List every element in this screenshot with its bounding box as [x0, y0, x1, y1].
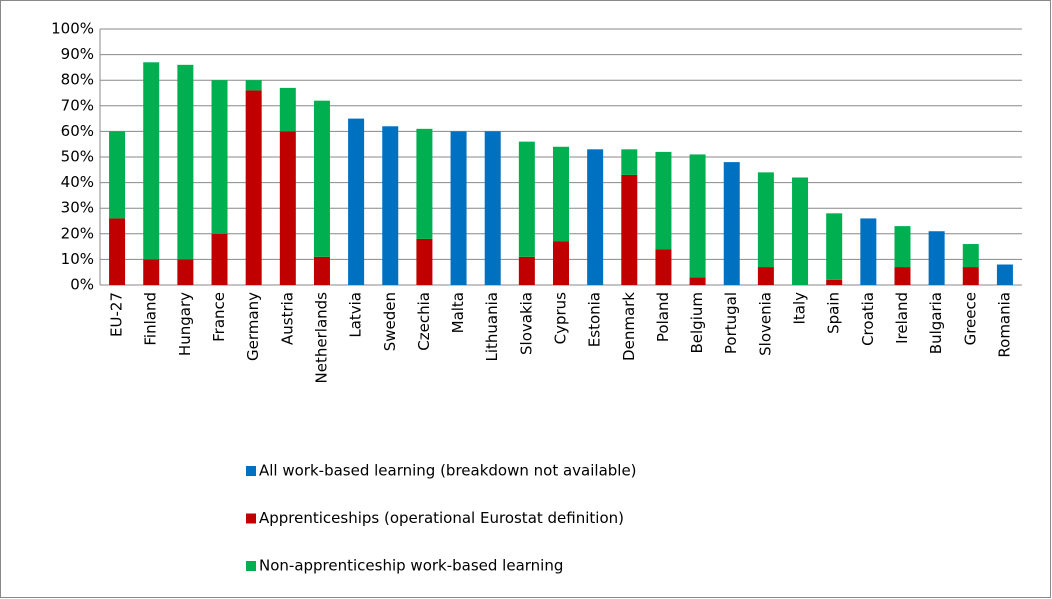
bar-segment: [655, 151, 672, 250]
x-tick-label: EU-27: [108, 292, 126, 337]
legend-label: Non-apprenticeship work-based learning: [259, 557, 563, 575]
bar-segment: [894, 267, 911, 285]
bar-segment: [348, 118, 365, 285]
legend-swatch: [246, 466, 256, 476]
bar-segment: [382, 126, 399, 285]
x-tick-label: Slovenia: [756, 292, 774, 356]
bar-segment: [928, 231, 945, 285]
x-tick-label: Finland: [142, 292, 160, 346]
bar-segment: [587, 149, 604, 285]
x-tick-label: Germany: [244, 292, 262, 361]
x-tick-label: Denmark: [620, 292, 638, 361]
x-tick-label: Sweden: [381, 292, 399, 351]
bar-segment: [245, 80, 262, 91]
bar-segment: [621, 149, 638, 175]
x-tick-label: Slovakia: [517, 292, 535, 355]
bar-segment: [962, 267, 979, 285]
bar-segment: [860, 218, 877, 285]
bar-segment: [313, 256, 330, 285]
bar-segment: [757, 267, 774, 285]
x-tick-label: Latvia: [347, 292, 365, 338]
y-tick-label: 90%: [61, 45, 94, 63]
bar-segment: [109, 131, 126, 219]
x-tick-label: Austria: [278, 292, 296, 345]
x-tick-label: Netherlands: [312, 292, 330, 384]
bar-segment: [518, 141, 535, 257]
legend-label: All work-based learning (breakdown not a…: [259, 462, 637, 480]
bar-segment: [689, 277, 706, 285]
bar-segment: [211, 80, 228, 234]
x-tick-label: Portugal: [722, 292, 740, 354]
y-tick-label: 60%: [61, 122, 94, 140]
x-tick-label: Hungary: [176, 292, 194, 356]
x-tick-label: Czechia: [415, 292, 433, 351]
bar-segment: [143, 259, 160, 285]
legend-swatch: [246, 561, 256, 571]
bar-segment: [962, 244, 979, 268]
bar-segment: [484, 131, 501, 285]
bar-segment: [279, 131, 296, 285]
bar-segment: [826, 279, 843, 285]
y-tick-label: 40%: [61, 173, 94, 191]
bar-segment: [689, 154, 706, 278]
bar-segment: [279, 87, 296, 132]
bar-segment: [553, 241, 569, 285]
y-tick-label: 70%: [61, 96, 94, 114]
bar-segment: [211, 233, 228, 285]
bar-segment: [416, 238, 433, 285]
bar-segment: [313, 100, 330, 257]
x-tick-label: Ireland: [893, 292, 911, 344]
x-tick-label: Italy: [791, 292, 809, 325]
legend-swatch: [246, 513, 256, 524]
x-tick-label: Spain: [825, 292, 843, 334]
bar-segment: [553, 146, 569, 242]
bar-segment: [109, 218, 126, 285]
y-tick-label: 80%: [61, 71, 94, 89]
bar-segment: [996, 264, 1013, 285]
y-tick-label: 0%: [70, 276, 94, 294]
x-tick-label: Malta: [449, 292, 467, 333]
bar-segment: [450, 131, 467, 285]
y-tick-label: 100%: [51, 20, 94, 38]
y-tick-label: 50%: [61, 148, 94, 166]
bar-segment: [518, 256, 535, 285]
x-tick-label: Bulgaria: [927, 292, 945, 354]
x-tick-label: Greece: [961, 292, 979, 345]
x-tick-label: Estonia: [586, 292, 604, 347]
legend-label: Apprenticeships (operational Eurostat de…: [259, 509, 624, 527]
x-tick-label: Lithuania: [483, 292, 501, 361]
bar-segment: [143, 62, 160, 260]
bar-segment: [245, 90, 262, 285]
x-tick-label: France: [210, 292, 228, 342]
bar-segment: [826, 213, 843, 280]
bar-segment: [621, 174, 638, 285]
x-tick-label: Croatia: [859, 292, 877, 346]
y-tick-label: 20%: [61, 224, 94, 242]
x-tick-label: Cyprus: [552, 292, 570, 345]
bar-segment: [655, 249, 672, 285]
y-tick-label: 30%: [61, 199, 94, 217]
x-tick-label: Belgium: [688, 292, 706, 354]
bar-segment: [757, 172, 774, 268]
bar-segment: [792, 177, 809, 285]
bar-segment: [723, 162, 740, 285]
bar-segment: [894, 226, 911, 268]
bar-segment: [416, 128, 433, 239]
x-tick-label: Poland: [654, 292, 672, 342]
x-tick-label: Romania: [995, 292, 1013, 358]
bar-segment: [177, 259, 194, 285]
y-tick-label: 10%: [61, 250, 94, 268]
bar-segment: [177, 64, 194, 260]
